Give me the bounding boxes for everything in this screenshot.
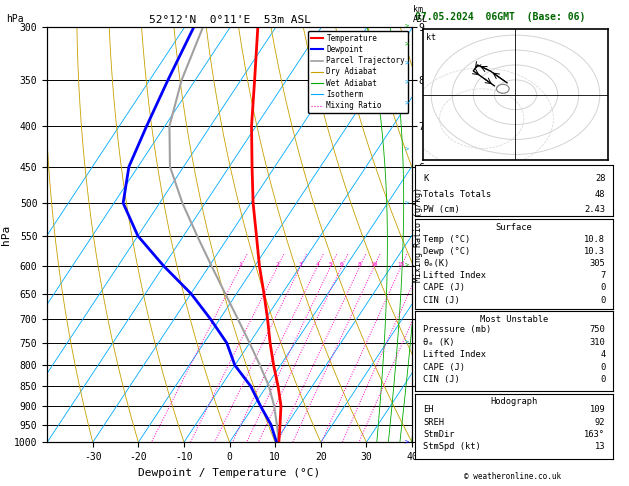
Text: 0: 0 [600,363,605,372]
Text: >: > [405,60,409,66]
Text: Surface: Surface [496,223,533,232]
Text: >: > [405,101,409,107]
Text: © weatheronline.co.uk: © weatheronline.co.uk [464,472,561,481]
Text: >: > [405,200,409,206]
Text: StmSpd (kt): StmSpd (kt) [423,442,481,451]
Text: 5: 5 [328,262,332,267]
Text: Lifted Index: Lifted Index [423,271,486,280]
Text: Temp (°C): Temp (°C) [423,235,470,244]
Title: 52°12'N  0°11'E  53m ASL: 52°12'N 0°11'E 53m ASL [148,15,311,25]
Text: km
ASL: km ASL [413,5,428,24]
Text: 2.43: 2.43 [584,205,605,214]
Text: >: > [405,263,409,269]
Text: SREH: SREH [423,417,444,427]
Text: >: > [405,24,409,30]
Text: CAPE (J): CAPE (J) [423,363,465,372]
Text: >: > [405,439,409,445]
Text: 4: 4 [315,262,319,267]
Text: 92: 92 [595,417,605,427]
Text: 10: 10 [370,262,378,267]
Text: >: > [405,340,409,346]
Text: 0: 0 [600,375,605,384]
Text: 8: 8 [358,262,362,267]
Text: kt: kt [426,33,437,42]
Text: hPa: hPa [6,14,24,24]
Text: PW (cm): PW (cm) [423,205,460,214]
Y-axis label: km
ASL: km ASL [448,224,465,245]
Text: Hodograph: Hodograph [491,397,538,406]
Text: EH: EH [423,405,433,415]
Text: 1: 1 [238,262,242,267]
Text: >: > [405,147,409,153]
Text: Most Unstable: Most Unstable [480,315,548,324]
Text: Lifted Index: Lifted Index [423,350,486,359]
Text: StmDir: StmDir [423,430,455,439]
X-axis label: Dewpoint / Temperature (°C): Dewpoint / Temperature (°C) [138,468,321,478]
Text: 6: 6 [340,262,343,267]
Y-axis label: hPa: hPa [1,225,11,244]
Text: Pressure (mb): Pressure (mb) [423,326,491,334]
Text: Totals Totals: Totals Totals [423,190,491,199]
Text: 163°: 163° [584,430,605,439]
Legend: Temperature, Dewpoint, Parcel Trajectory, Dry Adiabat, Wet Adiabat, Isotherm, Mi: Temperature, Dewpoint, Parcel Trajectory… [308,31,408,113]
Text: CIN (J): CIN (J) [423,295,460,305]
Text: 10.8: 10.8 [584,235,605,244]
Text: 7: 7 [600,271,605,280]
Text: 0: 0 [600,295,605,305]
Text: 310: 310 [589,338,605,347]
Text: 15: 15 [398,262,404,267]
Text: Dewp (°C): Dewp (°C) [423,247,470,256]
Text: Mixing Ratio (g/kg): Mixing Ratio (g/kg) [414,187,423,282]
Text: 07.05.2024  06GMT  (Base: 06): 07.05.2024 06GMT (Base: 06) [415,12,586,22]
Text: >: > [405,41,409,48]
Text: 28: 28 [595,174,605,183]
Text: θₑ (K): θₑ (K) [423,338,455,347]
Text: K: K [423,174,428,183]
Text: 2: 2 [276,262,279,267]
Text: 305: 305 [589,259,605,268]
Text: θₑ(K): θₑ(K) [423,259,449,268]
Text: 48: 48 [595,190,605,199]
Text: 0: 0 [600,283,605,293]
Text: 3: 3 [298,262,302,267]
Text: 13: 13 [595,442,605,451]
Text: 4: 4 [600,350,605,359]
Text: CAPE (J): CAPE (J) [423,283,465,293]
Text: 109: 109 [589,405,605,415]
Text: 10.3: 10.3 [584,247,605,256]
Text: CIN (J): CIN (J) [423,375,460,384]
Text: 750: 750 [589,326,605,334]
Text: >: > [405,80,409,86]
